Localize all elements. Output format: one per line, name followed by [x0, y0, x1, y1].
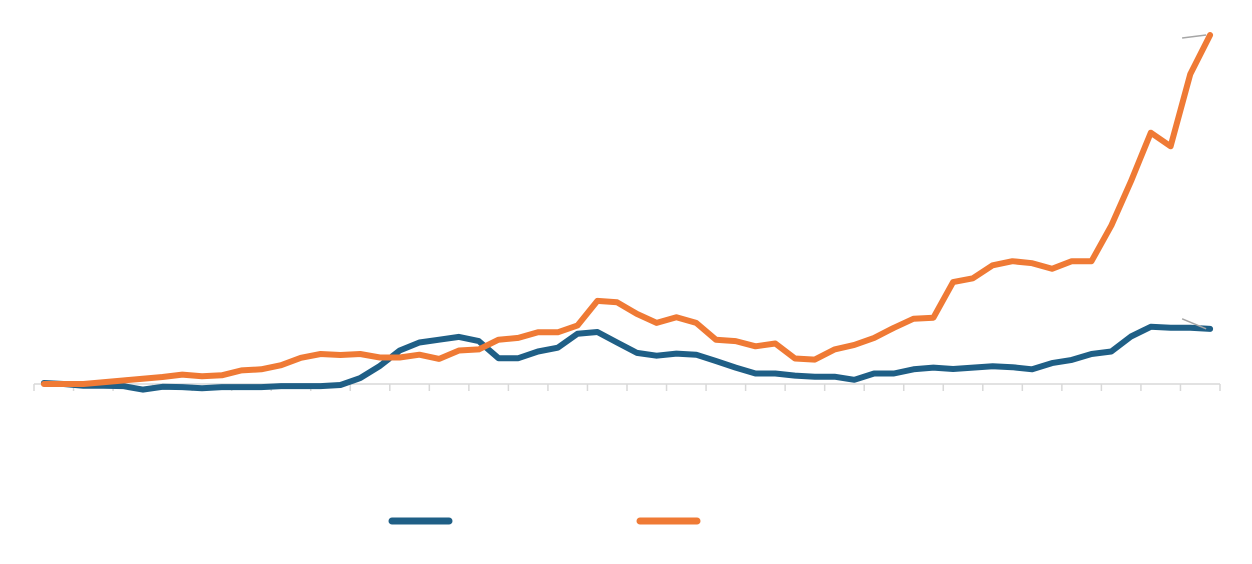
data-label-leader-lines [1181, 34, 1207, 330]
series-line-2 [40, 32, 1214, 387]
leader-line-2 [1182, 34, 1207, 39]
leader-line-1 [1181, 318, 1207, 330]
series-line-1 [40, 323, 1214, 393]
series-layer [40, 32, 1214, 393]
